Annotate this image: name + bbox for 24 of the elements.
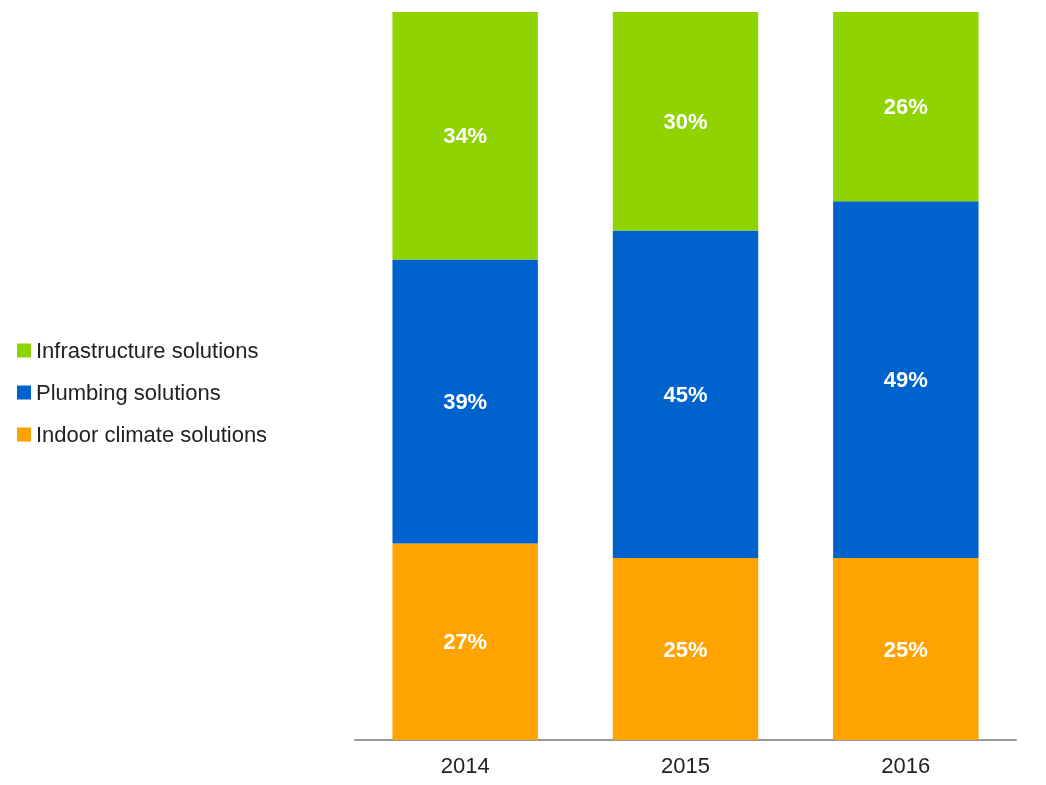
- x-tick-label: 2015: [661, 752, 710, 778]
- data-label: 45%: [663, 381, 708, 407]
- data-label: 25%: [663, 636, 708, 662]
- bar: [833, 12, 979, 202]
- legend-label: Infrastructure solutions: [36, 338, 259, 363]
- data-label: 27%: [443, 629, 488, 655]
- data-label: 34%: [443, 123, 488, 149]
- data-label: 39%: [443, 388, 488, 414]
- bar: [392, 259, 538, 544]
- x-tick-label: 2014: [440, 752, 490, 778]
- bar: [392, 12, 538, 260]
- bar: [392, 543, 538, 740]
- bar: [612, 230, 759, 558]
- data-label: 25%: [883, 636, 928, 662]
- bar: [833, 558, 979, 740]
- data-label: 30%: [663, 108, 708, 134]
- data-label: 49%: [883, 367, 928, 393]
- x-tick-label: 2016: [881, 752, 931, 778]
- bar: [612, 12, 759, 231]
- legend-label: Plumbing solutions: [36, 380, 221, 405]
- bar: [833, 201, 979, 558]
- data-label: 26%: [883, 94, 928, 120]
- legend-label: Indoor climate solutions: [36, 422, 268, 447]
- bar: [612, 558, 759, 740]
